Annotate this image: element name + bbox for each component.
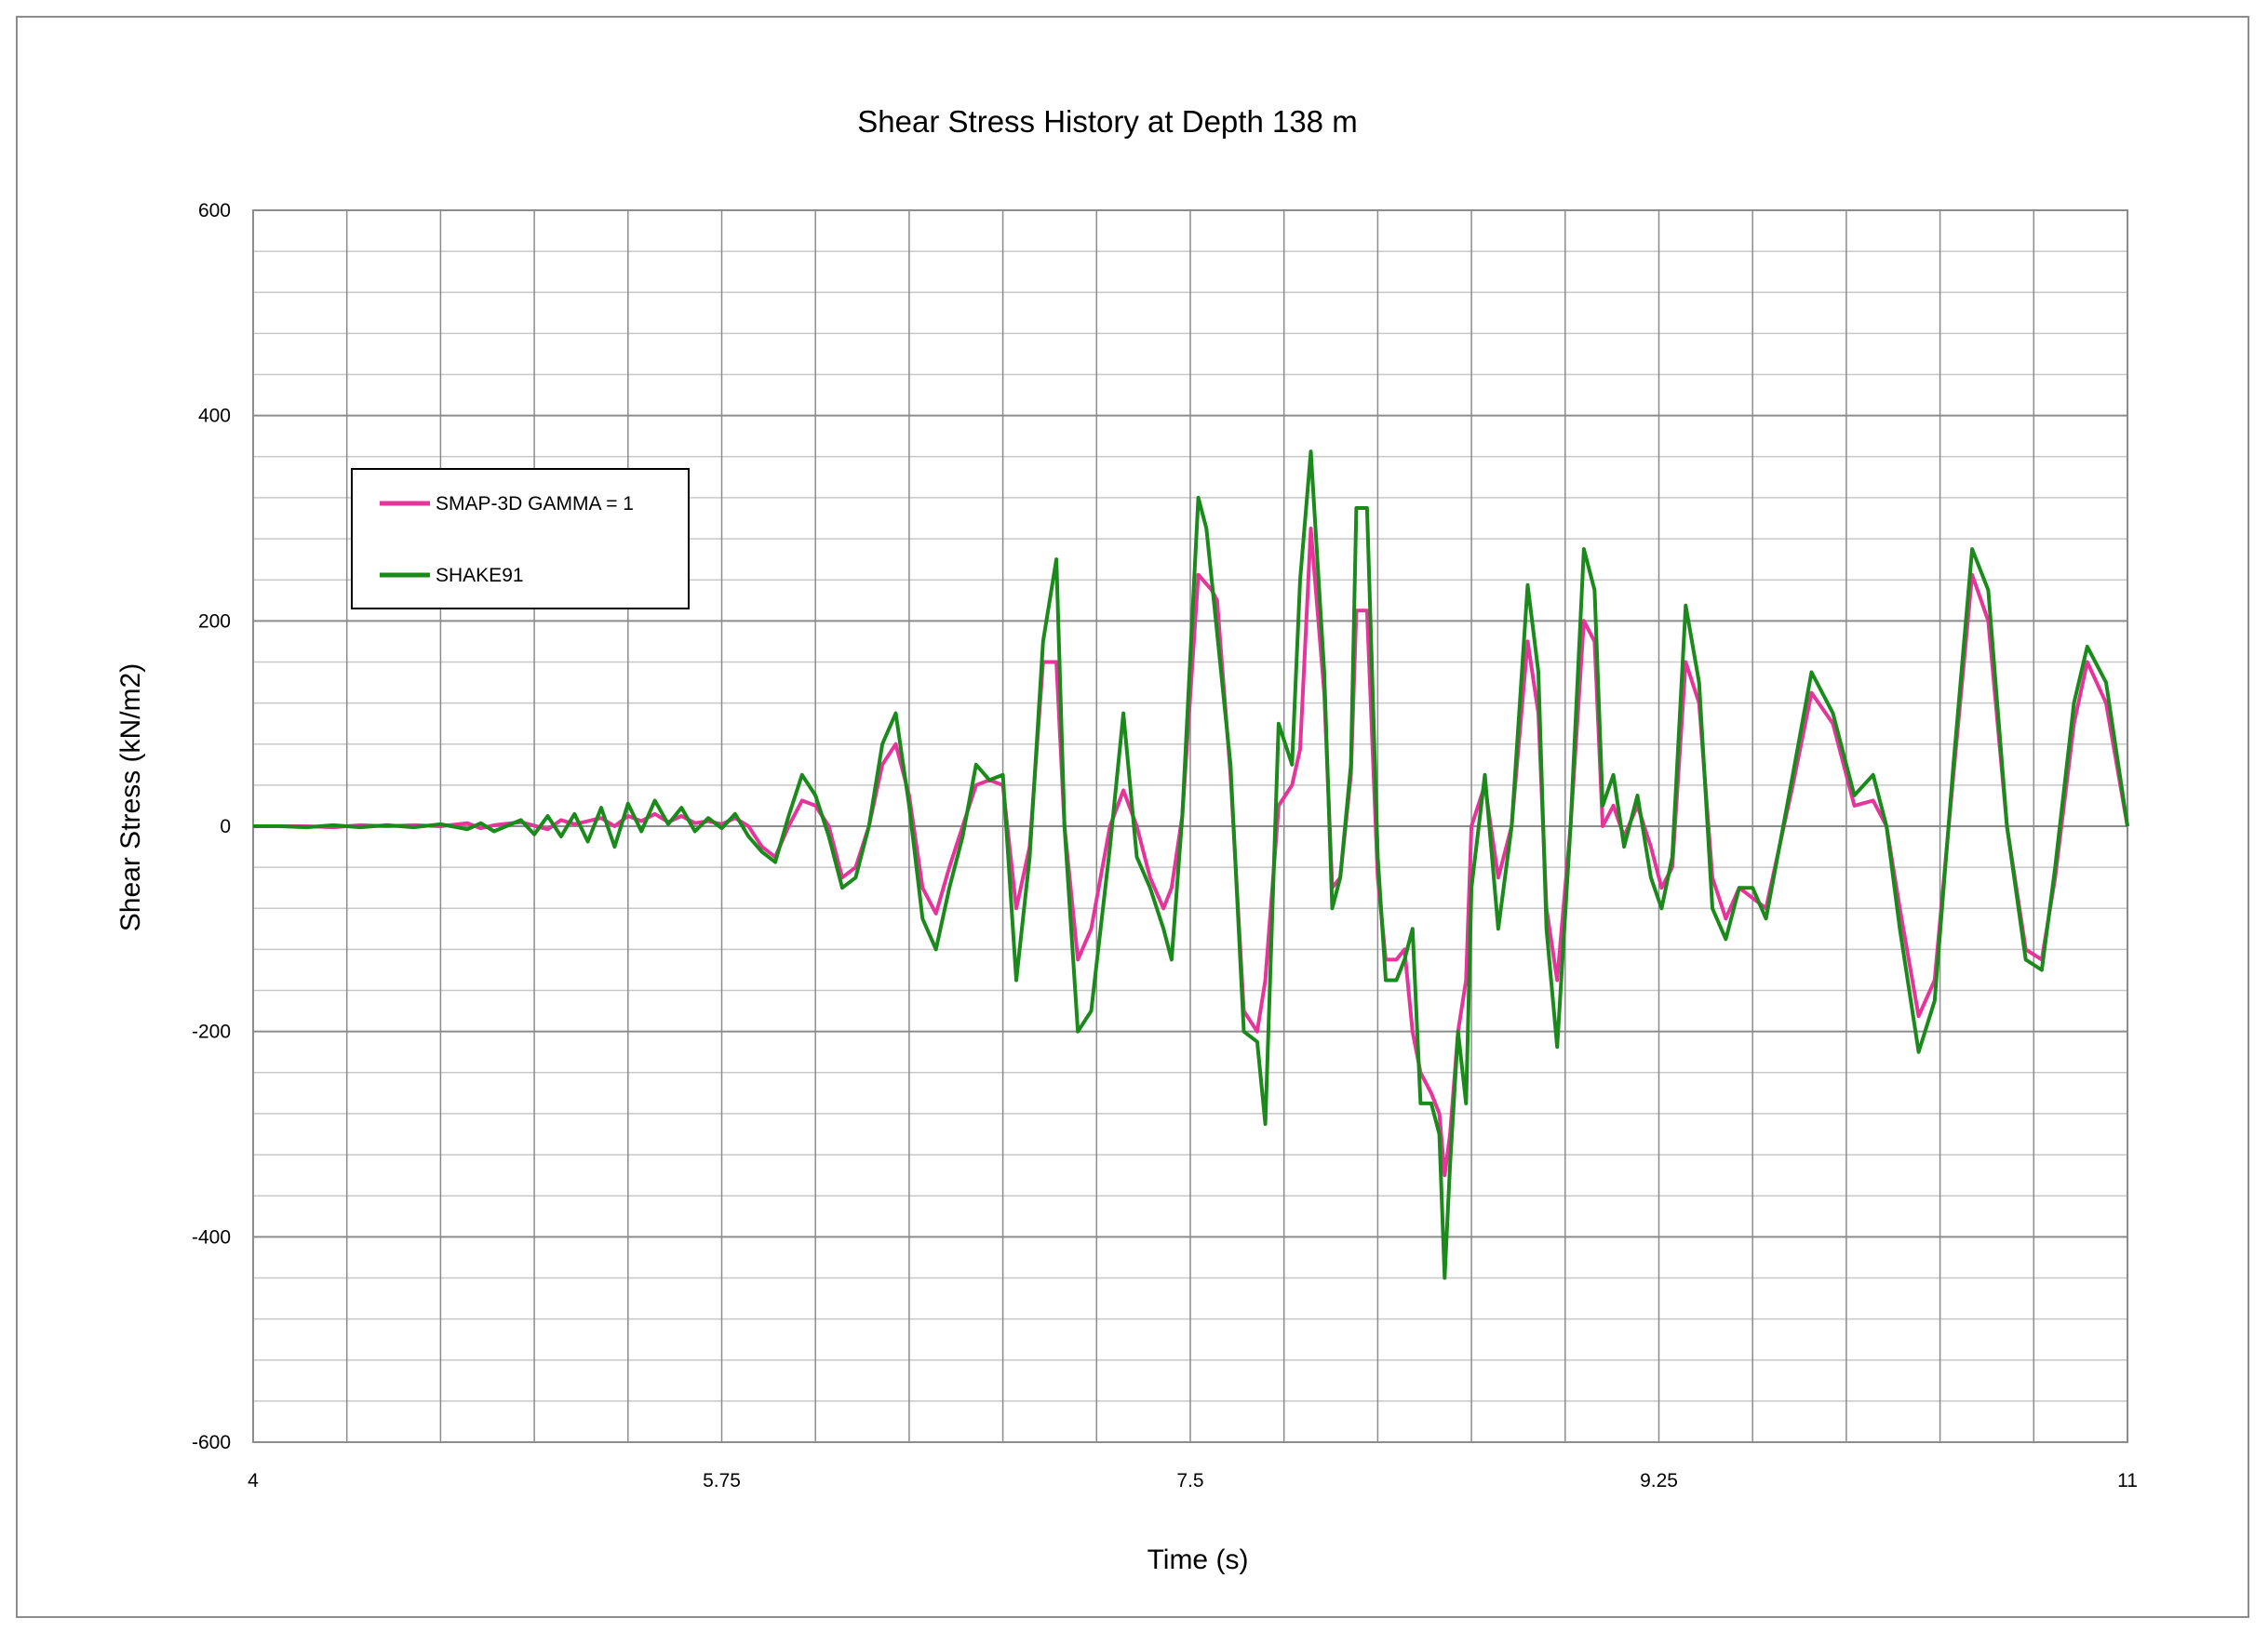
legend: SMAP-3D GAMMA = 1 SHAKE91 (351, 468, 690, 609)
x-tick-label: 7.5 (1176, 1470, 1203, 1491)
x-axis-ticks: 4 5.75 7.5 9.25 11 (248, 1470, 2138, 1491)
x-tick-label: 5.75 (703, 1470, 741, 1491)
x-axis-label: Time (s) (1147, 1545, 1249, 1575)
y-tick-label: -400 (192, 1226, 231, 1248)
chart-title: Shear Stress History at Depth 138 m (857, 104, 1357, 139)
legend-label: SMAP-3D GAMMA = 1 (436, 493, 634, 515)
y-tick-label: -600 (192, 1432, 231, 1453)
legend-box (351, 468, 690, 609)
x-tick-label: 11 (2117, 1470, 2138, 1491)
y-axis-ticks: 600 400 200 0 -200 -400 -600 (192, 200, 231, 1453)
x-tick-label: 9.25 (1640, 1470, 1678, 1491)
y-axis-label: Shear Stress (kN/m2) (115, 663, 146, 931)
y-tick-label: -200 (192, 1022, 231, 1043)
y-tick-label: 200 (198, 610, 231, 632)
legend-label: SHAKE91 (436, 565, 524, 586)
y-tick-label: 400 (198, 406, 231, 427)
y-tick-label: 600 (198, 200, 231, 221)
series-group (253, 449, 2129, 1280)
x-tick-label: 4 (248, 1470, 259, 1491)
series-line-shake91 (253, 449, 2129, 1280)
y-tick-label: 0 (220, 816, 231, 837)
